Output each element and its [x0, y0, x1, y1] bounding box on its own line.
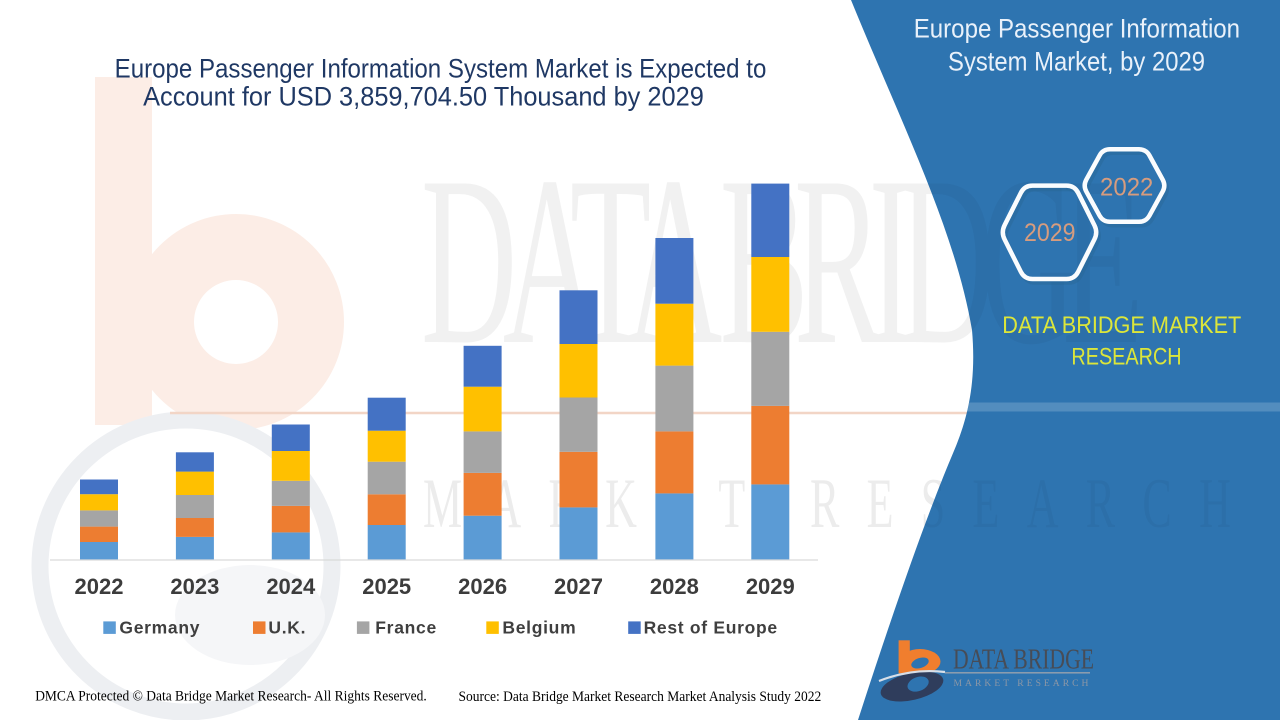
svg-text:2026: 2026 [458, 574, 507, 599]
svg-text:2029: 2029 [746, 574, 795, 599]
svg-text:Account for USD 3,859,704.50 T: Account for USD 3,859,704.50 Thousand by… [143, 81, 704, 111]
svg-text:DATA BRIDGE MARKET: DATA BRIDGE MARKET [1002, 312, 1241, 339]
svg-text:System Market, by 2029: System Market, by 2029 [948, 46, 1205, 76]
svg-text:MARKET RESEARCH: MARKET RESEARCH [954, 679, 1092, 689]
svg-text:France: France [375, 618, 437, 638]
svg-text:2029: 2029 [1024, 220, 1076, 247]
svg-text:Europe Passenger Information: Europe Passenger Information [914, 14, 1240, 44]
svg-text:DATA BRIDGE: DATA BRIDGE [953, 645, 1094, 676]
svg-text:2028: 2028 [650, 574, 699, 599]
svg-text:Source: Data Bridge Market Res: Source: Data Bridge Market Research Mark… [459, 689, 822, 705]
svg-text:U.K.: U.K. [268, 618, 306, 638]
svg-text:DMCA Protected © Data Bridge M: DMCA Protected © Data Bridge Market Rese… [35, 689, 427, 705]
svg-text:2023: 2023 [170, 574, 219, 599]
svg-text:RESEARCH: RESEARCH [1071, 344, 1181, 371]
svg-text:2024: 2024 [266, 574, 316, 599]
svg-text:2025: 2025 [362, 574, 411, 599]
svg-text:Belgium: Belgium [502, 618, 576, 638]
svg-text:2022: 2022 [1100, 175, 1153, 202]
svg-text:2022: 2022 [75, 574, 124, 599]
svg-text:Europe Passenger Information S: Europe Passenger Information System Mark… [115, 53, 767, 83]
svg-text:2027: 2027 [554, 574, 603, 599]
svg-text:Rest of Europe: Rest of Europe [644, 618, 778, 638]
svg-text:Germany: Germany [119, 618, 200, 638]
